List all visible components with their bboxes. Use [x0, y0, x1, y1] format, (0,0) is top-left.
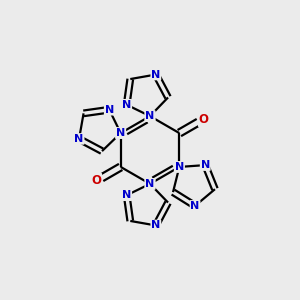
- Text: N: N: [105, 105, 114, 115]
- Text: N: N: [151, 70, 160, 80]
- Text: O: O: [91, 174, 101, 187]
- Text: N: N: [201, 160, 210, 170]
- Text: N: N: [146, 179, 154, 189]
- Text: N: N: [175, 162, 184, 172]
- Text: N: N: [151, 220, 160, 230]
- Text: N: N: [74, 134, 84, 144]
- Text: N: N: [122, 190, 131, 200]
- Text: N: N: [122, 100, 131, 110]
- Text: N: N: [146, 111, 154, 121]
- Text: N: N: [116, 128, 125, 138]
- Text: N: N: [146, 111, 154, 121]
- Text: N: N: [175, 162, 184, 172]
- Text: N: N: [116, 128, 125, 138]
- Text: N: N: [146, 179, 154, 189]
- Text: N: N: [190, 201, 200, 211]
- Text: O: O: [199, 113, 209, 126]
